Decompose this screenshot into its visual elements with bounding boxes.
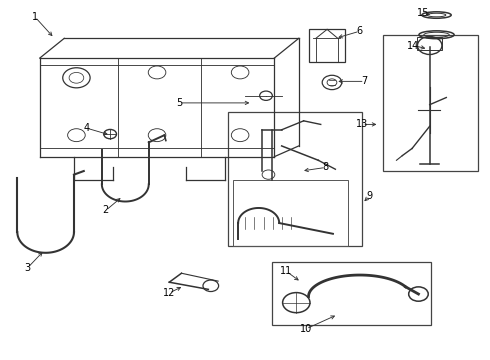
Bar bbox=[228, 112, 362, 246]
Text: 9: 9 bbox=[367, 191, 373, 201]
Text: 13: 13 bbox=[356, 120, 368, 129]
Text: 14: 14 bbox=[408, 41, 420, 50]
Text: 11: 11 bbox=[280, 266, 293, 276]
Text: 6: 6 bbox=[357, 26, 363, 36]
Bar bbox=[272, 262, 431, 325]
Text: 2: 2 bbox=[102, 206, 109, 216]
Text: 1: 1 bbox=[32, 12, 38, 22]
Bar bbox=[417, 37, 442, 50]
Bar bbox=[233, 180, 347, 246]
Text: 4: 4 bbox=[83, 123, 89, 133]
Text: 10: 10 bbox=[300, 324, 312, 334]
Text: 15: 15 bbox=[417, 8, 430, 18]
Bar bbox=[383, 35, 478, 171]
Text: 5: 5 bbox=[176, 98, 182, 108]
Text: 3: 3 bbox=[24, 263, 31, 273]
Bar bbox=[309, 30, 345, 62]
Text: 7: 7 bbox=[362, 76, 368, 86]
Text: 12: 12 bbox=[163, 288, 175, 298]
Text: 8: 8 bbox=[322, 162, 329, 172]
